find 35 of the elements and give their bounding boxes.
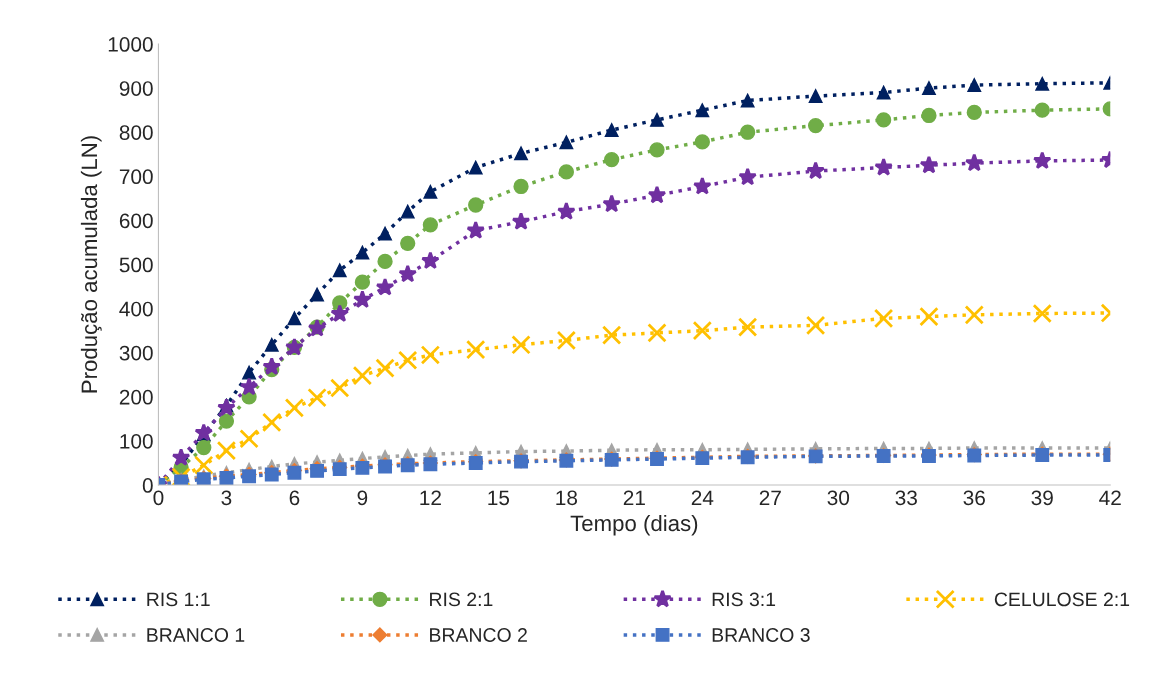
x-tick-label: 36: [963, 490, 985, 506]
legend-label: RIS 2:1: [430, 592, 493, 607]
legend-label: CELULOSE 2:1: [994, 592, 1130, 607]
x-tick-label: 24: [691, 490, 714, 505]
y-tick-label: 800: [119, 125, 153, 140]
y-tick-label: 1000: [108, 37, 153, 52]
y-tick-label: 500: [119, 257, 153, 273]
legend-label: RIS 1:1: [147, 592, 210, 607]
x-tick-label: 27: [759, 490, 781, 505]
x-tick-label: 42: [1099, 490, 1121, 505]
x-tick-label: 6: [289, 490, 300, 506]
x-tick-label: 15: [488, 490, 510, 506]
y-tick-label: 300: [119, 345, 153, 361]
y-axis-title: Produção acumulada (LN): [80, 136, 102, 393]
y-tick-label: 0: [142, 478, 153, 493]
x-tick-label: 30: [827, 490, 850, 506]
y-tick-label: 100: [120, 433, 153, 449]
x-tick-label: 12: [420, 490, 441, 505]
x-tick-label: 0: [153, 490, 164, 506]
legend-label: BRANCO 3: [712, 628, 810, 642]
legend-label: BRANCO 1: [147, 628, 245, 642]
y-tick-label: 200: [119, 389, 153, 405]
x-tick-label: 3: [221, 490, 232, 506]
y-tick-label: 900: [119, 81, 153, 96]
x-tick-label: 18: [556, 490, 578, 506]
x-tick-label: 21: [623, 490, 645, 505]
y-tick-label: 400: [119, 301, 153, 317]
x-axis-title: Tempo (dias): [570, 514, 698, 536]
legend-label: BRANCO 2: [430, 628, 527, 642]
x-tick-label: 9: [357, 490, 368, 506]
y-tick-label: 700: [119, 169, 153, 185]
legend-label: RIS 3:1: [712, 592, 776, 607]
y-tick-label: 600: [119, 213, 153, 229]
x-tick-label: 39: [1031, 490, 1053, 506]
x-tick-label: 33: [895, 490, 917, 506]
